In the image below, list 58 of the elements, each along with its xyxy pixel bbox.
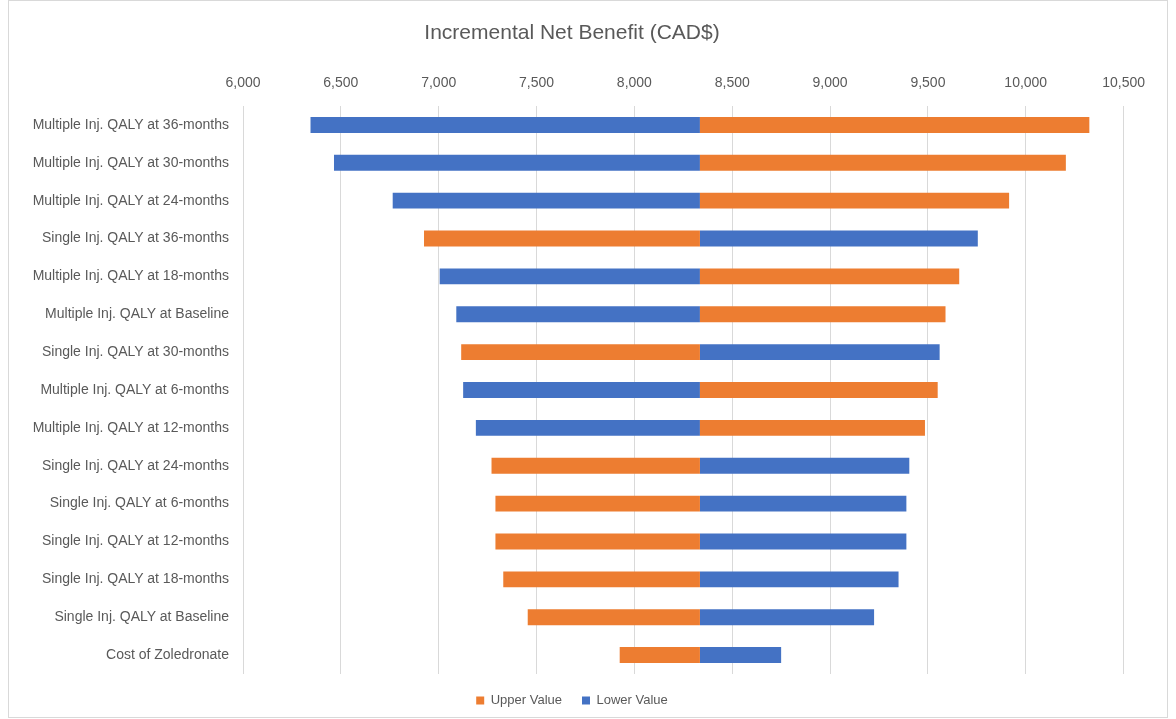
x-tick-label: 6,500 [323, 74, 359, 91]
bar [495, 533, 700, 550]
bar [619, 647, 700, 664]
bar [503, 571, 700, 588]
y-tick-label: Multiple Inj. QALY at 12-months [32, 418, 229, 435]
bar [699, 192, 1010, 209]
bar [699, 533, 907, 550]
bar [699, 344, 940, 361]
chart-title: Incremental Net Benefit (CAD$) [424, 20, 720, 44]
bar [699, 306, 946, 323]
y-tick-label: Single Inj. QALY at 6-months [49, 494, 229, 511]
bar [699, 116, 1090, 133]
y-tick-label: Multiple Inj. QALY at 6-months [40, 380, 229, 397]
bar [424, 230, 700, 247]
y-tick-label: Single Inj. QALY at 12-months [41, 532, 229, 549]
bar [439, 268, 700, 285]
x-tick-label: 8,500 [714, 74, 750, 91]
bar [699, 571, 899, 588]
x-tick-label: 9,000 [812, 74, 848, 91]
bar [310, 116, 700, 133]
bar [461, 344, 700, 361]
y-tick-label: Multiple Inj. QALY at 18-months [32, 267, 229, 284]
bar [699, 457, 910, 474]
y-tick-label: Multiple Inj. QALY at 30-months [32, 153, 229, 170]
y-tick-label: Multiple Inj. QALY at 24-months [32, 191, 229, 208]
bar [699, 230, 978, 247]
bar [699, 419, 925, 436]
x-tick-label: 10,500 [1102, 74, 1146, 91]
bar [456, 306, 700, 323]
legend-label: Upper Value [490, 692, 563, 708]
y-tick-label: Single Inj. QALY at 36-months [41, 229, 229, 246]
x-tick-label: 9,500 [910, 74, 946, 91]
bar [463, 382, 700, 398]
bar [475, 419, 700, 436]
bar [699, 268, 960, 285]
x-tick-label: 8,000 [616, 74, 653, 91]
x-tick-label: 6,000 [225, 74, 261, 91]
legend-label: Lower Value [596, 692, 668, 708]
bar [491, 457, 700, 474]
bar [699, 647, 782, 664]
bar [392, 192, 700, 209]
y-tick-label: Multiple Inj. QALY at Baseline [45, 305, 230, 322]
y-tick-label: Single Inj. QALY at Baseline [54, 608, 230, 625]
x-tick-label: 7,000 [421, 74, 457, 91]
y-tick-label: Cost of Zoledronate [106, 645, 230, 662]
y-tick-label: Single Inj. QALY at 18-months [41, 570, 229, 587]
bar [699, 154, 1066, 171]
bar [699, 609, 875, 626]
x-tick-label: 10,000 [1004, 74, 1048, 91]
bar [699, 382, 938, 398]
bar [333, 154, 700, 171]
y-tick-label: Multiple Inj. QALY at 36-months [32, 115, 229, 132]
bar [527, 609, 700, 626]
y-tick-label: Single Inj. QALY at 24-months [41, 456, 229, 473]
y-tick-label: Single Inj. QALY at 30-months [41, 342, 229, 359]
bar [495, 495, 700, 512]
bar [699, 495, 907, 512]
x-tick-label: 7,500 [519, 74, 555, 91]
